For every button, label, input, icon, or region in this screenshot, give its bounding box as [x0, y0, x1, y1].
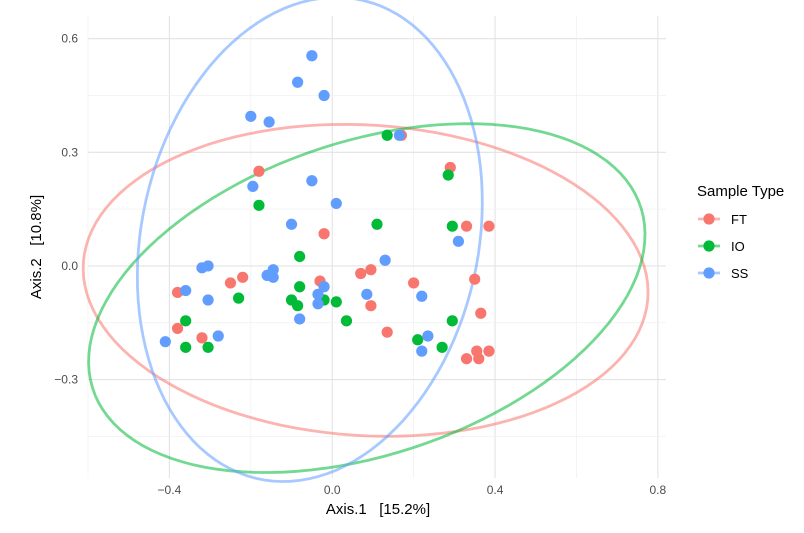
point-io	[446, 220, 458, 232]
point-ft	[365, 264, 377, 276]
x-axis-ticks: −0.4 0.0 0.4 0.8	[158, 483, 667, 497]
grid	[87, 16, 666, 478]
point-io	[180, 315, 192, 327]
point-ft	[253, 165, 265, 177]
x-tick-label: −0.4	[158, 483, 182, 497]
point-ss	[294, 313, 306, 325]
x-tick-label: 0.4	[487, 483, 504, 497]
point-io	[442, 169, 454, 181]
point-ss	[306, 50, 318, 62]
point-ft	[483, 345, 495, 357]
legend-items: FT IO SS	[698, 212, 749, 281]
y-tick-label: 0.0	[61, 259, 78, 273]
legend-label-ss: SS	[731, 266, 749, 281]
point-ft	[408, 277, 420, 289]
point-ft	[237, 271, 249, 283]
ellipse-io	[87, 122, 647, 474]
point-ss	[212, 330, 224, 342]
point-ss	[393, 129, 405, 141]
point-ss	[202, 260, 214, 272]
point-io	[180, 341, 192, 353]
point-ss	[285, 218, 298, 230]
point-ss	[330, 197, 342, 210]
legend-label-ft: FT	[731, 212, 747, 227]
point-ft	[171, 322, 184, 335]
point-ss	[318, 89, 330, 102]
point-io	[330, 296, 342, 308]
legend-title: Sample Type	[697, 183, 784, 200]
point-io	[340, 315, 353, 327]
point-io	[446, 315, 458, 327]
point-ft	[473, 353, 485, 365]
point-io	[233, 292, 245, 304]
point-ss	[202, 294, 214, 306]
point-ss	[422, 330, 434, 342]
point-ss	[159, 336, 171, 348]
point-ft	[469, 273, 481, 285]
point-ss	[416, 290, 428, 302]
point-io	[412, 334, 424, 346]
point-io	[253, 199, 265, 211]
point-ss	[247, 180, 259, 193]
x-axis-title: Axis.1 [15.2%]	[326, 501, 430, 518]
legend-key-ft	[703, 213, 715, 225]
point-ss	[306, 175, 318, 187]
y-tick-label: 0.6	[61, 32, 78, 46]
point-ft	[355, 267, 367, 280]
point-ss	[312, 288, 324, 300]
point-ss	[292, 76, 304, 88]
x-tick-label: 0.0	[324, 483, 341, 497]
point-io	[436, 341, 448, 353]
point-io	[294, 250, 306, 263]
point-ss	[180, 284, 192, 297]
point-ss	[267, 264, 279, 276]
point-ss	[318, 281, 330, 293]
point-ss	[416, 345, 428, 357]
legend-key-io	[703, 240, 715, 252]
point-ft	[318, 228, 330, 240]
point-ss	[452, 235, 465, 247]
point-io	[381, 129, 393, 141]
point-ss	[245, 110, 257, 122]
point-ss	[263, 116, 275, 128]
point-ft	[224, 277, 237, 289]
point-ft	[381, 326, 393, 338]
point-ft	[196, 332, 208, 344]
y-tick-label: −0.3	[54, 373, 78, 387]
legend: Sample Type FT IO SS	[697, 183, 784, 281]
point-ss	[361, 288, 373, 300]
point-ft	[475, 307, 487, 319]
point-ft	[365, 300, 377, 312]
point-io	[371, 218, 383, 230]
point-io	[292, 300, 304, 312]
point-ft	[483, 220, 495, 232]
y-tick-label: 0.3	[61, 145, 78, 159]
y-axis-title: Axis.2 [10.8%]	[28, 195, 45, 299]
data-points	[159, 50, 495, 365]
ellipse-ss	[135, 0, 484, 483]
point-io	[294, 281, 306, 293]
point-ft	[460, 220, 473, 232]
ellipse-ft	[81, 123, 650, 438]
point-ss	[312, 298, 324, 310]
point-ss	[379, 254, 391, 266]
legend-label-io: IO	[731, 239, 745, 254]
confidence-ellipses	[81, 0, 650, 483]
point-io	[202, 341, 214, 353]
x-tick-label: 0.8	[650, 483, 667, 497]
point-ft	[460, 353, 473, 365]
legend-key-ss	[703, 267, 715, 279]
y-axis-ticks: −0.3 0.0 0.3 0.6	[54, 32, 78, 387]
